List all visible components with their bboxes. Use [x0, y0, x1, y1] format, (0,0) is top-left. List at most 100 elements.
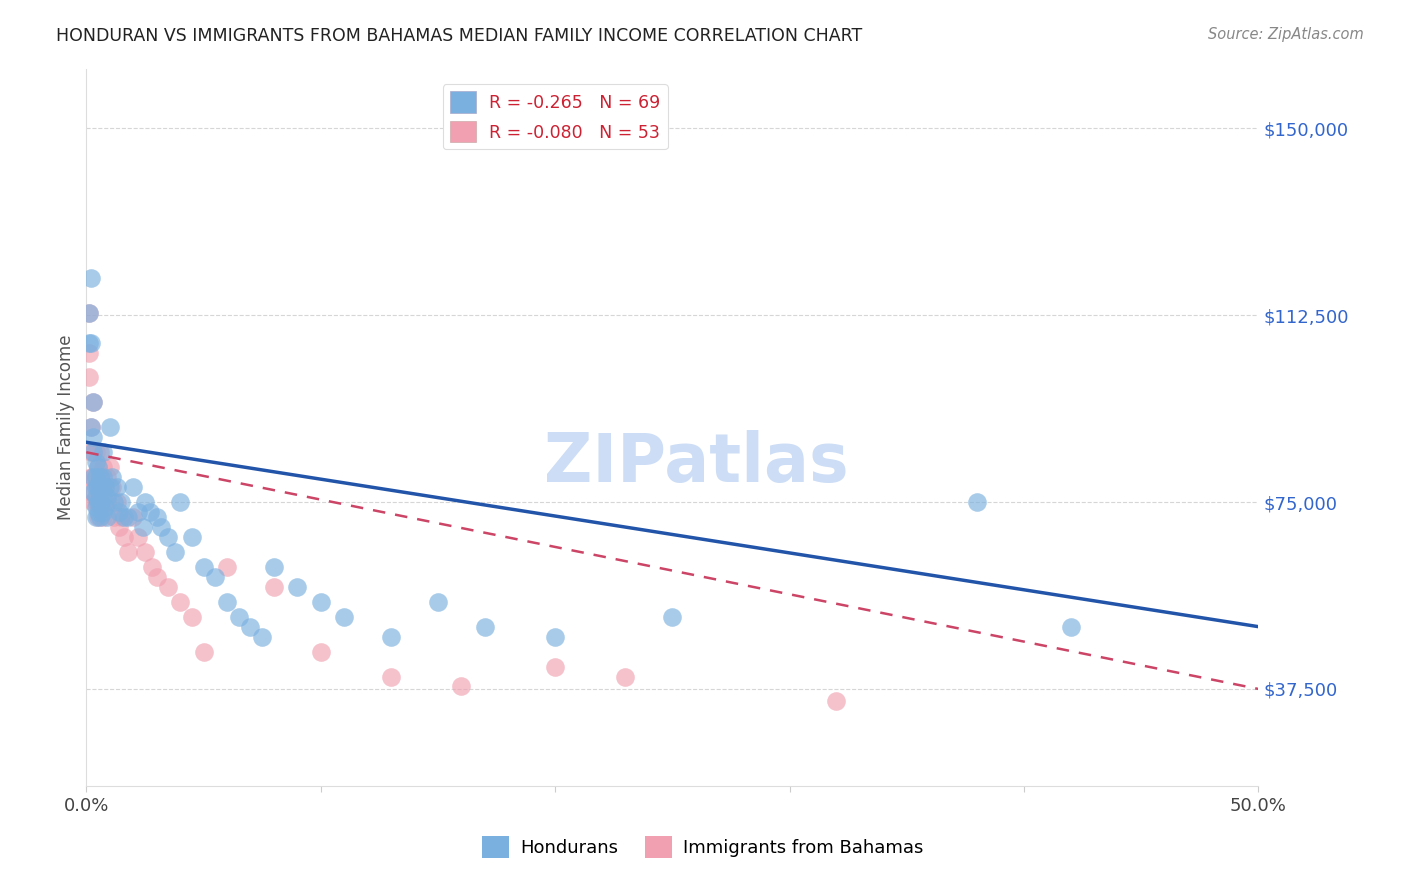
Point — [82, 470, 104, 484]
Point — [215, 560, 238, 574]
Point — [127, 530, 149, 544]
Point — [87, 510, 110, 524]
Point — [87, 495, 110, 509]
Point — [89, 495, 111, 509]
Point — [157, 580, 180, 594]
Y-axis label: Median Family Income: Median Family Income — [58, 334, 75, 520]
Point — [84, 500, 107, 514]
Point — [82, 445, 104, 459]
Point — [91, 445, 114, 459]
Point — [80, 270, 103, 285]
Point — [77, 345, 100, 359]
Point — [82, 485, 104, 500]
Point — [250, 630, 273, 644]
Point — [96, 490, 118, 504]
Point — [661, 609, 683, 624]
Point — [105, 495, 128, 509]
Point — [108, 505, 131, 519]
Point — [169, 595, 191, 609]
Point — [141, 560, 163, 574]
Point — [134, 495, 156, 509]
Point — [80, 420, 103, 434]
Point — [180, 530, 202, 544]
Point — [89, 470, 111, 484]
Point — [380, 669, 402, 683]
Point — [544, 630, 567, 644]
Text: ZIPatlas: ZIPatlas — [544, 430, 848, 496]
Point — [94, 480, 117, 494]
Point — [82, 395, 104, 409]
Point — [96, 510, 118, 524]
Point — [87, 495, 110, 509]
Point — [82, 395, 104, 409]
Point — [91, 490, 114, 504]
Point — [239, 620, 262, 634]
Point — [101, 470, 124, 484]
Point — [82, 495, 104, 509]
Point — [89, 510, 111, 524]
Point — [84, 470, 107, 484]
Point — [82, 470, 104, 484]
Point — [91, 480, 114, 494]
Point — [103, 510, 125, 524]
Point — [145, 510, 167, 524]
Point — [122, 510, 145, 524]
Point — [193, 560, 215, 574]
Point — [131, 520, 153, 534]
Point — [110, 495, 132, 509]
Point — [91, 510, 114, 524]
Point — [110, 510, 132, 524]
Point — [169, 495, 191, 509]
Point — [84, 480, 107, 494]
Point — [1060, 620, 1083, 634]
Point — [150, 520, 173, 534]
Point — [474, 620, 496, 634]
Point — [91, 505, 114, 519]
Point — [138, 505, 160, 519]
Point — [80, 485, 103, 500]
Point — [285, 580, 308, 594]
Point — [309, 644, 332, 658]
Point — [122, 480, 145, 494]
Point — [165, 545, 187, 559]
Point — [87, 505, 110, 519]
Legend: Hondurans, Immigrants from Bahamas: Hondurans, Immigrants from Bahamas — [475, 829, 931, 865]
Point — [380, 630, 402, 644]
Point — [98, 460, 121, 475]
Point — [103, 495, 125, 509]
Point — [89, 445, 111, 459]
Point — [82, 430, 104, 444]
Point — [450, 680, 472, 694]
Point — [426, 595, 449, 609]
Point — [77, 306, 100, 320]
Point — [89, 480, 111, 494]
Point — [263, 560, 285, 574]
Legend: R = -0.265   N = 69, R = -0.080   N = 53: R = -0.265 N = 69, R = -0.080 N = 53 — [443, 85, 668, 149]
Point — [84, 445, 107, 459]
Point — [80, 445, 103, 459]
Point — [82, 445, 104, 459]
Point — [80, 470, 103, 484]
Point — [77, 306, 100, 320]
Text: HONDURAN VS IMMIGRANTS FROM BAHAMAS MEDIAN FAMILY INCOME CORRELATION CHART: HONDURAN VS IMMIGRANTS FROM BAHAMAS MEDI… — [56, 27, 862, 45]
Point — [84, 490, 107, 504]
Point — [263, 580, 285, 594]
Point — [89, 495, 111, 509]
Point — [105, 480, 128, 494]
Point — [614, 669, 637, 683]
Point — [101, 480, 124, 494]
Point — [215, 595, 238, 609]
Point — [94, 500, 117, 514]
Point — [117, 510, 139, 524]
Point — [204, 570, 226, 584]
Point — [825, 694, 848, 708]
Point — [157, 530, 180, 544]
Point — [94, 500, 117, 514]
Point — [108, 520, 131, 534]
Point — [333, 609, 356, 624]
Point — [134, 545, 156, 559]
Text: Source: ZipAtlas.com: Source: ZipAtlas.com — [1208, 27, 1364, 42]
Point — [91, 470, 114, 484]
Point — [89, 470, 111, 484]
Point — [309, 595, 332, 609]
